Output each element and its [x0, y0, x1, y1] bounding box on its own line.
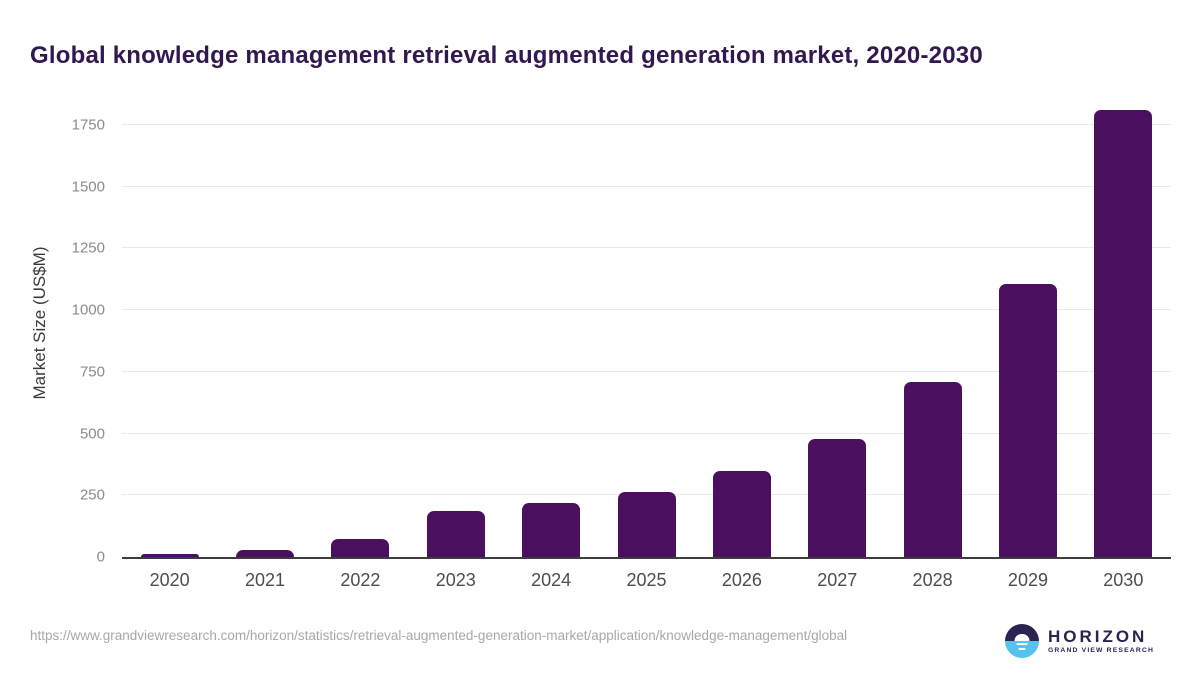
x-tick-label-2028: 2028 — [912, 570, 953, 590]
gridline-1750 — [122, 124, 1171, 126]
x-tick-label-2024: 2024 — [531, 570, 572, 590]
gridline-1500 — [122, 185, 1171, 187]
sun-icon — [1014, 633, 1030, 641]
logo-brand: HORIZON — [1047, 626, 1148, 646]
logo-text: HORIZON GRAND VIEW RESEARCH — [1048, 628, 1154, 655]
y-tick-label-500: 500 — [79, 425, 105, 443]
bar-2026[interactable] — [712, 470, 771, 557]
bar-2025[interactable] — [617, 491, 676, 557]
bar-2021[interactable] — [236, 549, 295, 557]
y-tick-label-250: 250 — [79, 486, 105, 504]
bar-2023[interactable] — [426, 510, 485, 557]
x-tick-label-2030: 2030 — [1103, 570, 1144, 590]
logo-sub-brand: GRAND VIEW RESEARCH — [1047, 646, 1154, 654]
horizon-reflection-line — [1016, 643, 1028, 645]
bar-2030[interactable] — [1094, 109, 1153, 557]
bar-2029[interactable] — [998, 283, 1057, 557]
x-tick-label-2025: 2025 — [626, 570, 667, 590]
y-tick-label-0: 0 — [96, 548, 105, 566]
y-tick-label-750: 750 — [79, 363, 105, 381]
y-tick-label-1250: 1250 — [71, 239, 105, 257]
x-tick-label-2026: 2026 — [721, 570, 762, 590]
bar-2022[interactable] — [331, 539, 390, 557]
x-tick-label-2027: 2027 — [817, 570, 858, 590]
gridline-1250 — [122, 247, 1171, 249]
gridline-1000 — [122, 309, 1171, 311]
x-tick-label-2020: 2020 — [149, 570, 190, 590]
y-tick-label-1500: 1500 — [71, 178, 105, 196]
x-tick-label-2021: 2021 — [245, 570, 286, 590]
page-title: Global knowledge management retrieval au… — [30, 42, 983, 70]
y-tick-label-1750: 1750 — [71, 116, 105, 134]
bar-2024[interactable] — [522, 503, 581, 557]
x-tick-label-2029: 2029 — [1007, 570, 1048, 590]
source-url: https://www.grandviewresearch.com/horizo… — [30, 628, 848, 643]
gridline-750 — [122, 370, 1171, 372]
horizon-logo: HORIZON GRAND VIEW RESEARCH — [1004, 621, 1154, 661]
bar-2027[interactable] — [808, 438, 867, 557]
y-tick-label-1000: 1000 — [71, 301, 105, 319]
horizon-reflection-line — [1018, 647, 1026, 650]
bar-2028[interactable] — [903, 382, 962, 557]
horizon-sunset-icon — [1004, 624, 1039, 658]
plot-area: 2020 2021 2022 2023 2024 2025 2026 2027 2028 2029… — [122, 90, 1171, 590]
x-tick-label-2023: 2023 — [435, 570, 476, 590]
x-tick-label-2022: 2022 — [340, 570, 381, 590]
gridline-500 — [122, 432, 1171, 434]
bar-2020[interactable] — [140, 554, 199, 557]
